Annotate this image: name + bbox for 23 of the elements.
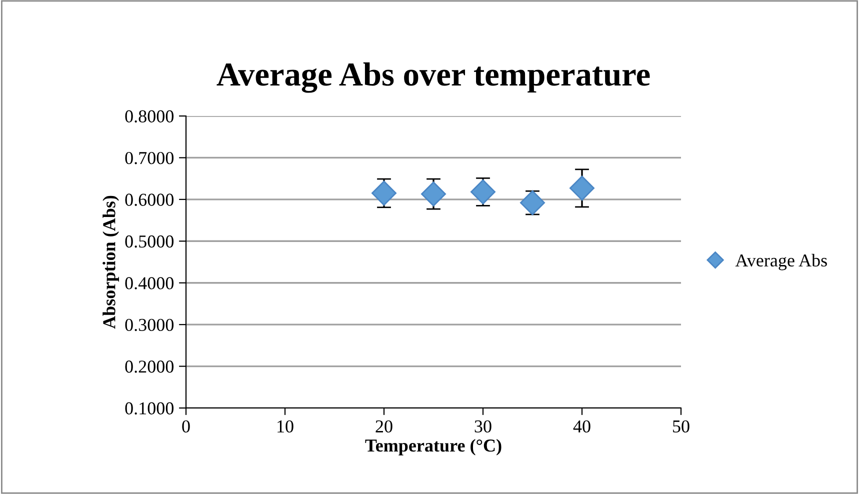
x-tick-label: 10 (278, 420, 294, 433)
y-tick-label: 0.3000 (125, 318, 174, 332)
chart-title: Average Abs over temperature (216, 62, 650, 93)
y-tick-label: 0.8000 (125, 110, 174, 123)
x-tick-label: 20 (376, 420, 392, 433)
y-tick-label: 0.4000 (125, 277, 174, 290)
y-tick-label: 0.2000 (125, 360, 174, 373)
y-tick-label: 0.6000 (125, 194, 174, 206)
y-tick-label: 0.1000 (125, 402, 174, 415)
x-tick-label: 50 (673, 420, 690, 433)
point (372, 180, 396, 206)
x-tick-label: 30 (474, 420, 492, 433)
point (520, 190, 545, 216)
y-axis-title: Absorption (Abs) (102, 196, 119, 329)
point (570, 176, 594, 201)
x-tick-label: 40 (573, 420, 590, 433)
point (470, 179, 496, 204)
y-tick-label: 0.5000 (125, 235, 174, 248)
point (421, 182, 446, 206)
legend-label: Average Abs (735, 254, 827, 270)
y-tick-label: 0.7000 (125, 152, 174, 164)
x-axis-title: Temperature (°C) (365, 438, 502, 456)
x-tick-label: 0 (182, 420, 190, 433)
